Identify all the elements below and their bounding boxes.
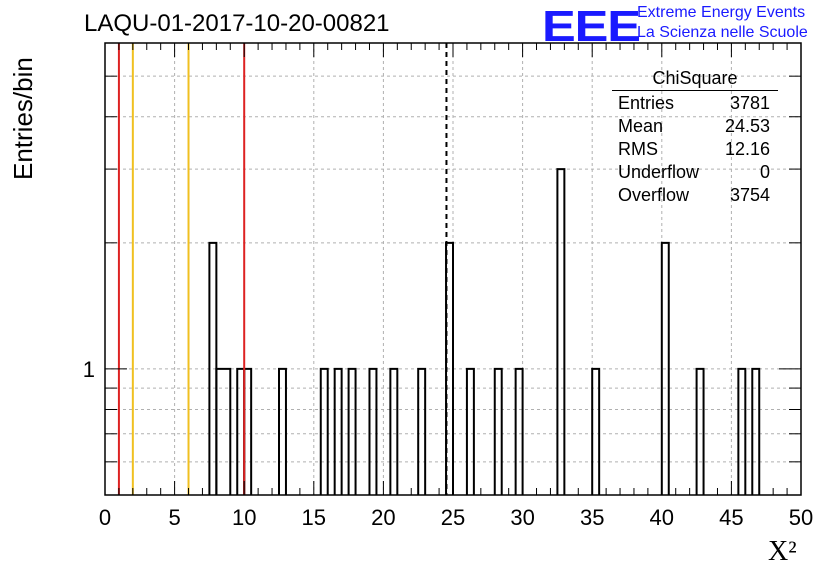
x-tick-label: 15 [302, 505, 326, 530]
histogram-bar [493, 367, 503, 495]
histogram-bar [737, 367, 747, 495]
stat-row-overflow: Overflow 3754 [612, 184, 778, 207]
stat-row-entries: Entries 3781 [612, 92, 778, 115]
histogram-bar [368, 367, 378, 495]
y-tick-label: 1 [83, 357, 95, 382]
x-tick-label: 50 [789, 505, 813, 530]
x-axis-label: X² [768, 536, 797, 567]
stat-value: 12.16 [724, 139, 770, 159]
x-tick-label: 30 [510, 505, 534, 530]
histogram-bar [278, 367, 287, 495]
histogram-bar [695, 367, 705, 495]
histogram-bar [389, 367, 399, 495]
logo-line-1: Extreme Energy Events [637, 4, 806, 21]
histogram-bar [347, 367, 357, 495]
stat-label: Overflow [618, 185, 690, 205]
chart-title: LAQU-01-2017-10-20-00821 [84, 10, 390, 37]
x-tick-label: 45 [719, 505, 743, 530]
stat-row-rms: RMS 12.16 [612, 138, 778, 161]
stat-value: 3754 [729, 185, 770, 205]
histogram-bar [333, 367, 343, 495]
stats-title: ChiSquare [612, 68, 778, 91]
histogram-bar [319, 367, 329, 495]
stat-label: Entries [618, 93, 675, 113]
logo-line-2: La Scienza nelle Scuole [637, 24, 808, 41]
stat-value: 3781 [729, 93, 770, 113]
stat-value: 24.53 [724, 116, 770, 136]
histogram-bar [465, 367, 475, 495]
histogram-bar [591, 367, 601, 495]
histogram-bar [417, 367, 427, 495]
x-tick-label: 35 [580, 505, 604, 530]
eee-logo: EEE [542, 2, 641, 51]
stat-row-underflow: Underflow 0 [612, 161, 778, 184]
stat-label: Underflow [618, 162, 700, 182]
x-tick-label: 0 [99, 505, 111, 530]
stat-row-mean: Mean 24.53 [612, 115, 778, 138]
stat-value: 0 [759, 162, 770, 182]
histogram-bar [751, 367, 761, 495]
histogram-bar [556, 168, 566, 495]
stats-box: ChiSquare Entries 3781 Mean 24.53 RMS 12… [612, 68, 778, 207]
stat-label: RMS [618, 139, 658, 159]
x-tick-label: 25 [441, 505, 465, 530]
histogram-bar [514, 367, 524, 495]
x-tick-label: 10 [232, 505, 256, 530]
y-axis-label: Entries/bin [8, 57, 38, 180]
x-tick-label: 20 [371, 505, 395, 530]
x-tick-label: 40 [650, 505, 674, 530]
histogram-bar [660, 241, 670, 495]
histogram-bar [215, 367, 232, 495]
x-tick-label: 5 [168, 505, 180, 530]
stat-label: Mean [618, 116, 664, 136]
